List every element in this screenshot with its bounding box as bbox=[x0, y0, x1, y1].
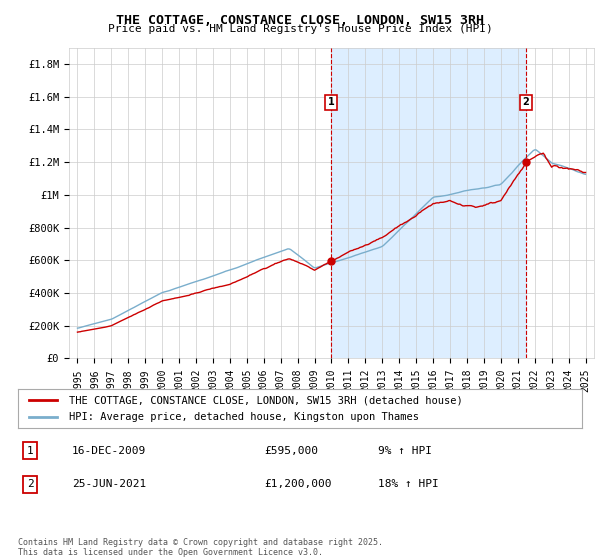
Text: Contains HM Land Registry data © Crown copyright and database right 2025.
This d: Contains HM Land Registry data © Crown c… bbox=[18, 538, 383, 557]
Text: HPI: Average price, detached house, Kingston upon Thames: HPI: Average price, detached house, King… bbox=[69, 412, 419, 422]
Text: 25-JUN-2021: 25-JUN-2021 bbox=[72, 479, 146, 489]
Text: 2: 2 bbox=[26, 479, 34, 489]
Text: 1: 1 bbox=[328, 97, 334, 107]
Text: £1,200,000: £1,200,000 bbox=[264, 479, 331, 489]
Text: 18% ↑ HPI: 18% ↑ HPI bbox=[378, 479, 439, 489]
Text: THE COTTAGE, CONSTANCE CLOSE, LONDON, SW15 3RH (detached house): THE COTTAGE, CONSTANCE CLOSE, LONDON, SW… bbox=[69, 395, 463, 405]
Text: Price paid vs. HM Land Registry's House Price Index (HPI): Price paid vs. HM Land Registry's House … bbox=[107, 24, 493, 34]
Text: £595,000: £595,000 bbox=[264, 446, 318, 456]
Bar bbox=[331, 48, 526, 358]
Text: 2: 2 bbox=[523, 97, 529, 107]
Text: THE COTTAGE, CONSTANCE CLOSE, LONDON, SW15 3RH: THE COTTAGE, CONSTANCE CLOSE, LONDON, SW… bbox=[116, 14, 484, 27]
Text: 16-DEC-2009: 16-DEC-2009 bbox=[72, 446, 146, 456]
Text: 1: 1 bbox=[26, 446, 34, 456]
Text: 9% ↑ HPI: 9% ↑ HPI bbox=[378, 446, 432, 456]
